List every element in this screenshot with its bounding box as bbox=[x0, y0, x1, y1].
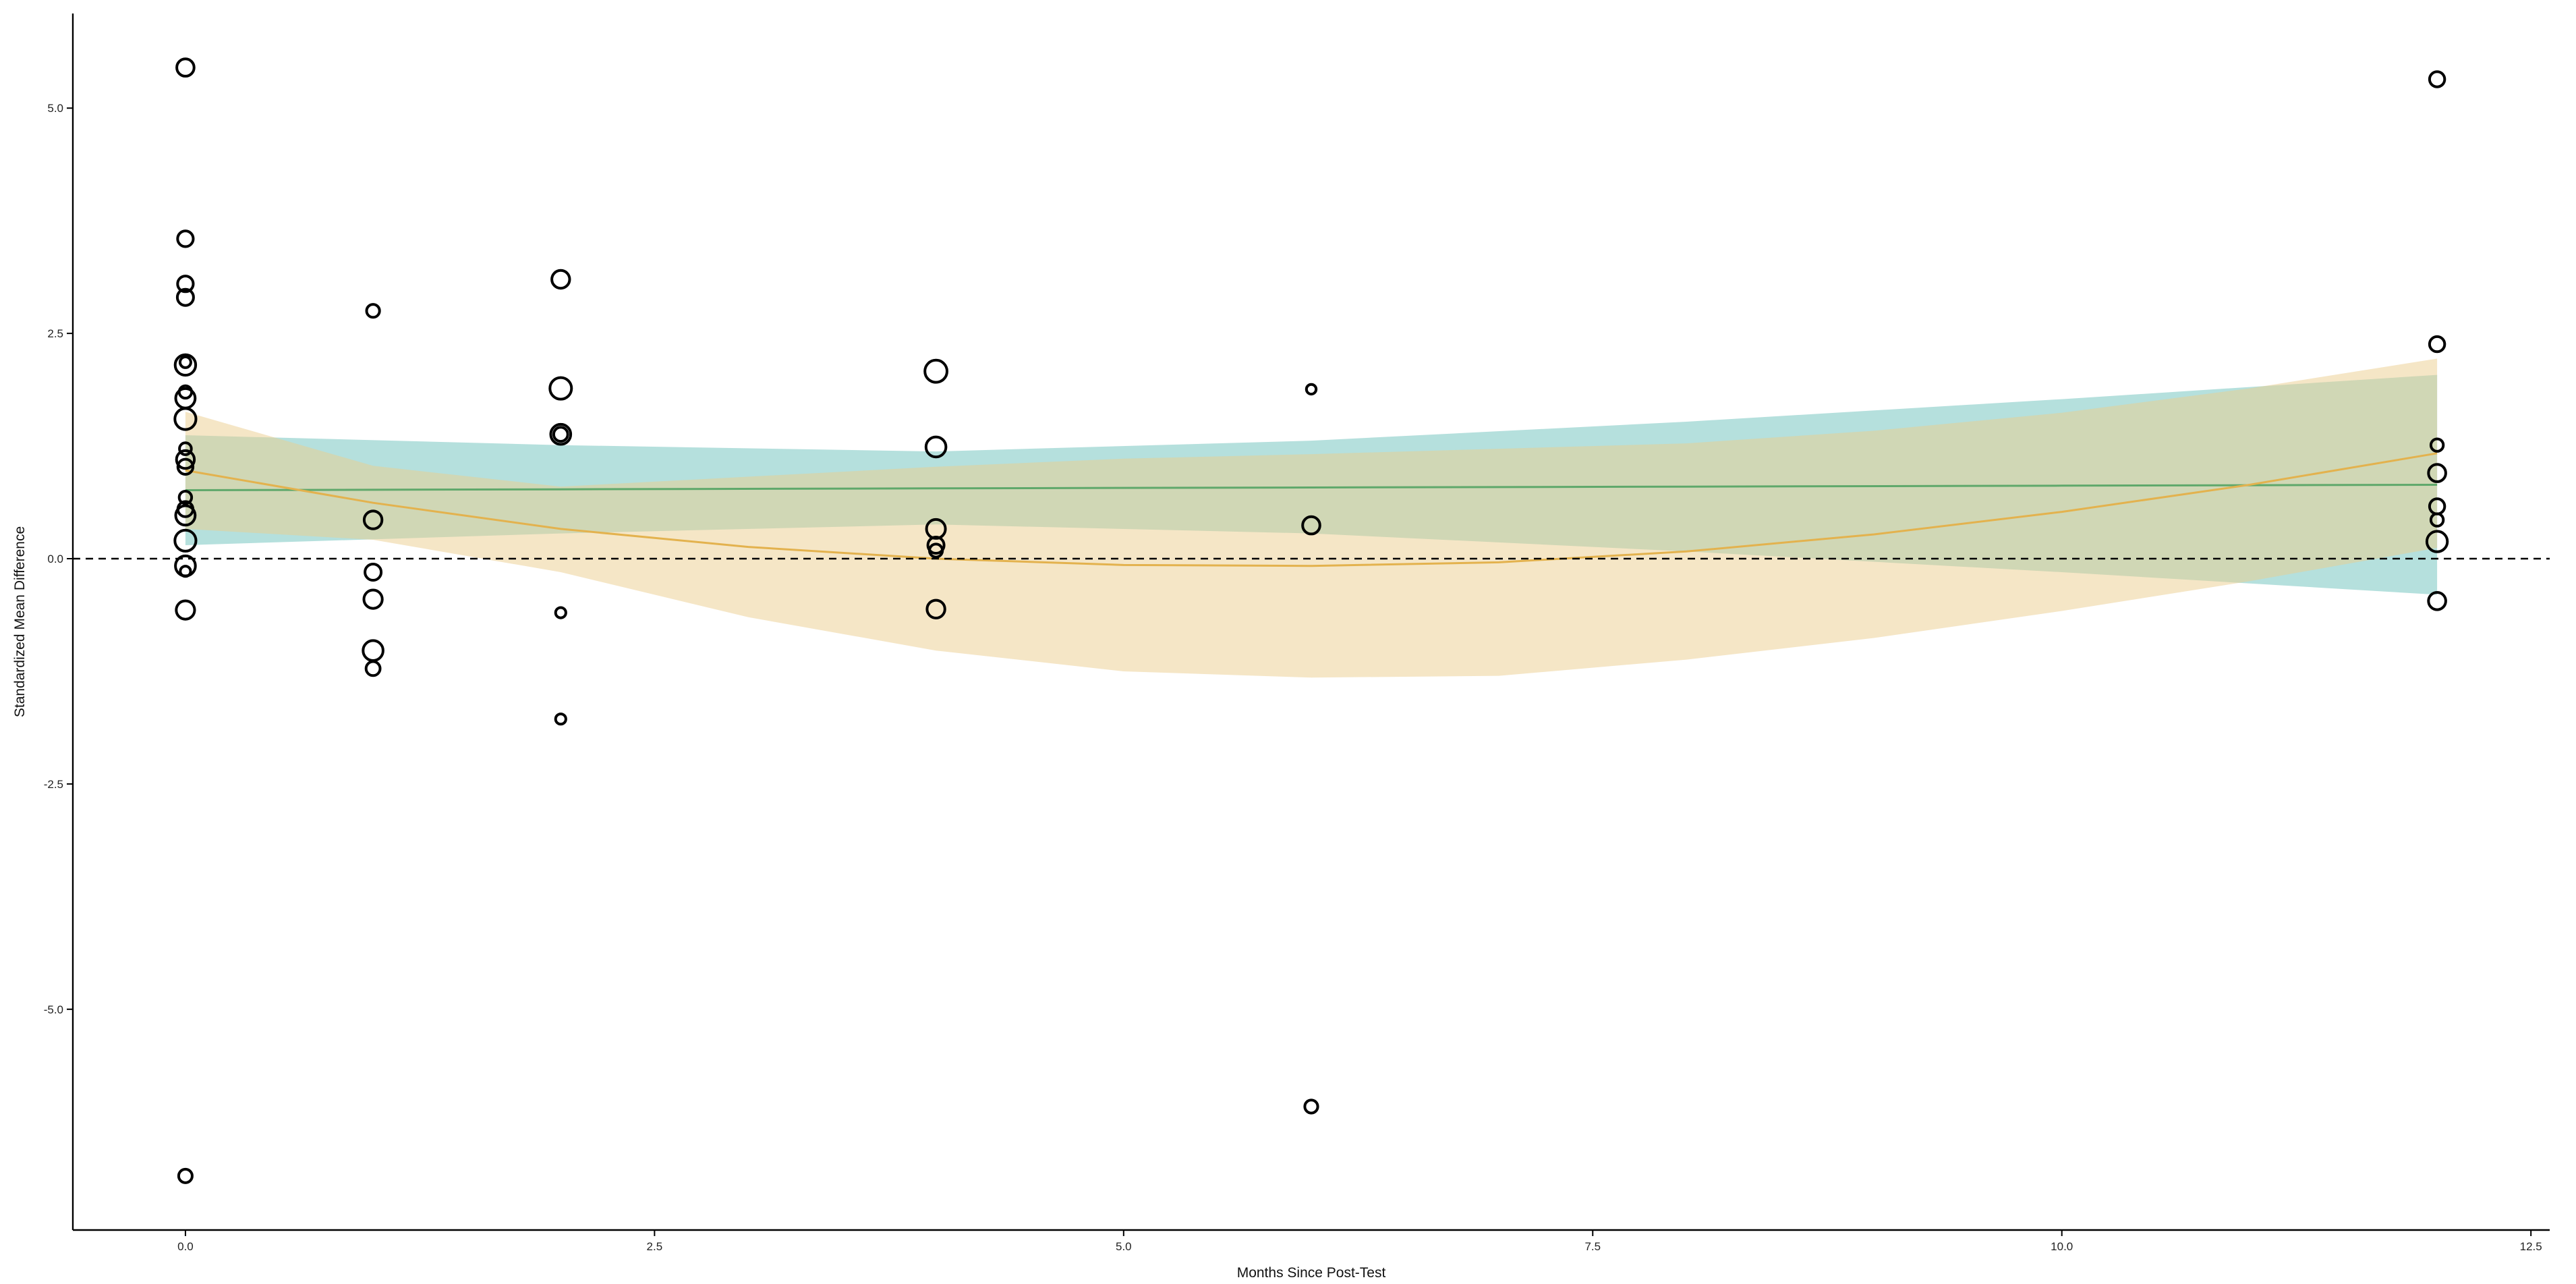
data-point bbox=[552, 426, 569, 443]
data-point bbox=[926, 536, 946, 555]
data-point bbox=[362, 588, 384, 610]
data-points bbox=[173, 57, 2449, 1184]
confidence-bands bbox=[185, 358, 2438, 678]
y-tick-label: 0.0 bbox=[47, 553, 63, 565]
data-point bbox=[1301, 515, 1321, 536]
x-axis-title: Months Since Post-Test bbox=[1237, 1265, 1386, 1281]
x-tick-label: 7.5 bbox=[1584, 1240, 1601, 1253]
data-point bbox=[364, 660, 382, 677]
data-point bbox=[2427, 463, 2447, 483]
data-point bbox=[2425, 530, 2449, 553]
data-point bbox=[554, 713, 567, 726]
data-point bbox=[548, 376, 573, 401]
data-point bbox=[173, 407, 198, 431]
fit-lines bbox=[185, 452, 2438, 567]
y-axis-title: Standardized Mean Difference bbox=[12, 526, 28, 717]
data-point bbox=[176, 457, 195, 476]
x-tick-label: 12.5 bbox=[2520, 1240, 2542, 1253]
data-point bbox=[554, 606, 567, 619]
y-tick-label: -2.5 bbox=[44, 778, 63, 791]
data-point bbox=[362, 639, 384, 663]
x-tick-label: 5.0 bbox=[1116, 1240, 1132, 1253]
data-point bbox=[178, 355, 192, 369]
quadratic-fit-band bbox=[185, 358, 2438, 678]
data-point bbox=[549, 422, 573, 446]
data-point bbox=[175, 287, 195, 307]
y-tick-label: -5.0 bbox=[44, 1003, 63, 1016]
data-point bbox=[2429, 512, 2445, 528]
y-tick-label: 2.5 bbox=[47, 327, 63, 340]
data-point bbox=[925, 598, 946, 619]
x-axis-ticks: 0.0 2.5 5.0 7.5 10.0 12.5 bbox=[177, 1230, 2542, 1253]
y-axis-ticks: -5.0 -2.5 0.0 2.5 5.0 bbox=[44, 102, 73, 1016]
data-point bbox=[175, 449, 196, 470]
linear-fit-line bbox=[185, 484, 2438, 491]
x-tick-label: 0.0 bbox=[177, 1240, 194, 1253]
data-point bbox=[176, 275, 195, 294]
data-point bbox=[2429, 437, 2445, 453]
data-point bbox=[550, 269, 571, 290]
data-point bbox=[177, 490, 194, 505]
data-point bbox=[179, 565, 192, 578]
data-point bbox=[2427, 591, 2447, 611]
data-point bbox=[364, 563, 383, 582]
data-point bbox=[362, 509, 384, 530]
data-point bbox=[175, 599, 196, 621]
data-point bbox=[176, 229, 195, 248]
data-point bbox=[928, 542, 944, 559]
data-point bbox=[924, 435, 948, 459]
x-tick-label: 10.0 bbox=[2051, 1240, 2073, 1253]
data-point bbox=[1305, 383, 1318, 396]
data-point bbox=[175, 57, 196, 78]
data-point bbox=[2428, 335, 2446, 354]
y-tick-label: 5.0 bbox=[47, 102, 63, 115]
data-point bbox=[177, 1167, 194, 1184]
data-point bbox=[365, 303, 381, 319]
data-point bbox=[2428, 70, 2446, 88]
data-point bbox=[173, 528, 198, 553]
data-point bbox=[1303, 1098, 1319, 1115]
x-tick-label: 2.5 bbox=[647, 1240, 663, 1253]
quadratic-fit-line bbox=[185, 452, 2438, 567]
data-point bbox=[178, 441, 193, 456]
data-point bbox=[923, 358, 948, 384]
data-point bbox=[174, 504, 197, 527]
data-point bbox=[173, 353, 198, 377]
